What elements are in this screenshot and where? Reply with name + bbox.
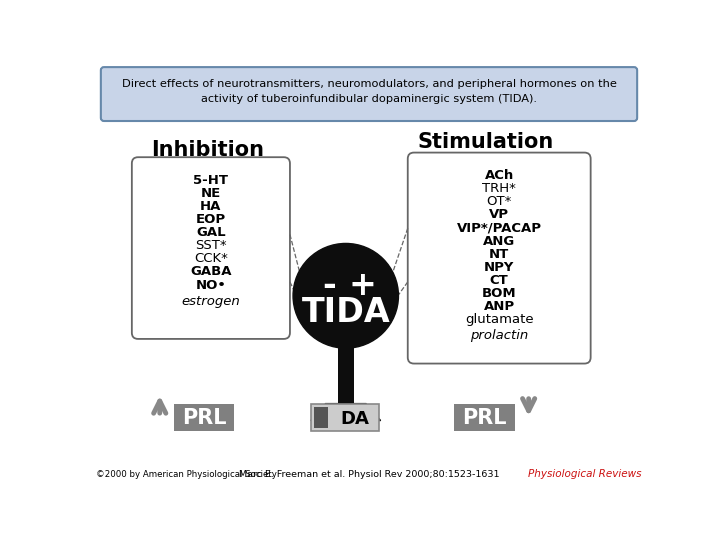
FancyBboxPatch shape <box>101 67 637 121</box>
FancyBboxPatch shape <box>311 404 379 430</box>
Text: estrogen: estrogen <box>181 295 240 308</box>
Polygon shape <box>311 325 381 345</box>
Text: CT: CT <box>490 274 508 287</box>
Text: Inhibition: Inhibition <box>151 139 264 159</box>
Circle shape <box>293 244 398 348</box>
Text: TRH*: TRH* <box>482 183 516 195</box>
Text: PRL: PRL <box>181 408 226 428</box>
Text: GABA: GABA <box>190 266 232 279</box>
Text: Stimulation: Stimulation <box>417 132 554 152</box>
FancyBboxPatch shape <box>132 157 290 339</box>
Text: prolactin: prolactin <box>470 329 528 342</box>
FancyBboxPatch shape <box>454 404 515 430</box>
Text: HA: HA <box>200 200 222 213</box>
Text: 5-HT: 5-HT <box>194 174 228 187</box>
Text: CCK*: CCK* <box>194 252 228 265</box>
Text: GAL: GAL <box>196 226 225 239</box>
Text: glutamate: glutamate <box>465 313 534 326</box>
Polygon shape <box>311 403 381 421</box>
Text: -: - <box>322 268 336 301</box>
Text: NPY: NPY <box>484 261 514 274</box>
Text: PRL: PRL <box>462 408 507 428</box>
Text: Direct effects of neurotransmitters, neuromodulators, and peripheral hormones on: Direct effects of neurotransmitters, neu… <box>122 79 616 89</box>
Text: ACh: ACh <box>485 169 514 182</box>
FancyBboxPatch shape <box>338 345 354 403</box>
FancyBboxPatch shape <box>174 404 234 430</box>
Text: NE: NE <box>201 187 221 200</box>
Text: BOM: BOM <box>482 287 516 300</box>
Text: NT: NT <box>489 248 509 261</box>
Text: VIP*/PACAP: VIP*/PACAP <box>456 221 541 234</box>
Text: +: + <box>349 268 377 301</box>
Text: VP: VP <box>489 208 509 221</box>
Text: EOP: EOP <box>196 213 226 226</box>
Text: OT*: OT* <box>487 195 512 208</box>
Text: DA: DA <box>341 410 369 428</box>
Text: activity of tuberoinfundibular dopaminergic system (TIDA).: activity of tuberoinfundibular dopaminer… <box>201 94 537 104</box>
Text: Marc E. Freeman et al. Physiol Rev 2000;80:1523-1631: Marc E. Freeman et al. Physiol Rev 2000;… <box>239 470 499 479</box>
Text: ANG: ANG <box>483 234 516 248</box>
Text: TIDA: TIDA <box>302 296 390 329</box>
Text: ANP: ANP <box>484 300 515 313</box>
FancyBboxPatch shape <box>408 153 590 363</box>
Text: NO•: NO• <box>196 279 226 292</box>
Text: Physiological Reviews: Physiological Reviews <box>528 469 642 480</box>
Text: SST*: SST* <box>195 239 227 252</box>
Text: ©2000 by American Physiological Society: ©2000 by American Physiological Society <box>96 470 277 479</box>
FancyBboxPatch shape <box>314 407 328 428</box>
